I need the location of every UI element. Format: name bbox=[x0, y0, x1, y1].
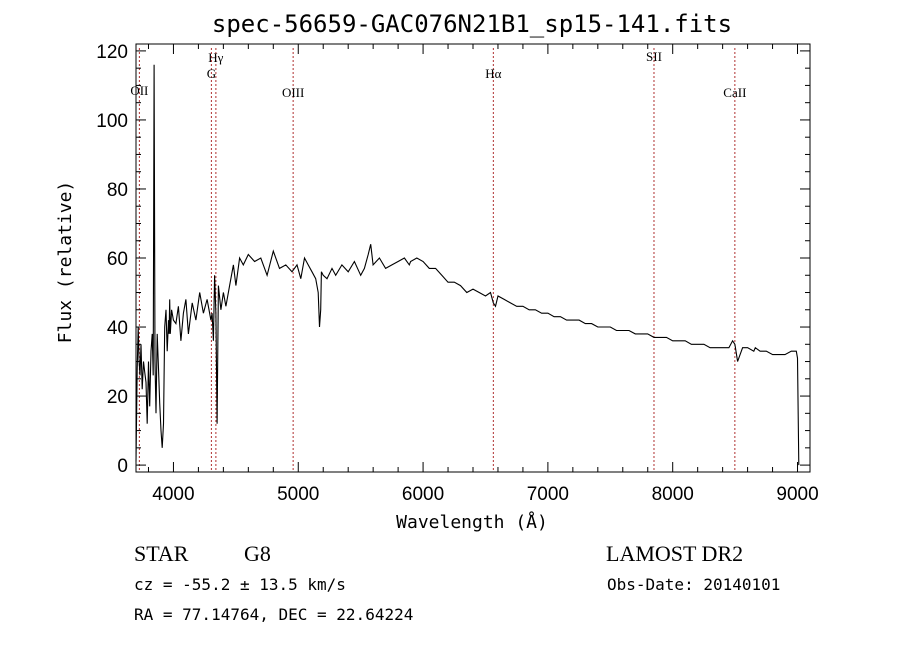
x-tick-label-0: 4000 bbox=[152, 484, 194, 505]
chart-title: spec-56659-GAC076N21B1_sp15-141.fits bbox=[212, 10, 732, 38]
object-subclass: G8 bbox=[244, 541, 271, 566]
line-label-5: SII bbox=[646, 49, 662, 64]
line-label-1: Hγ bbox=[208, 50, 223, 65]
line-label-2: G bbox=[207, 66, 216, 81]
y-tick-label-1: 20 bbox=[107, 387, 128, 408]
line-label-4: Hα bbox=[485, 66, 501, 81]
spectrum-line-0 bbox=[135, 64, 800, 466]
object-class: STAR bbox=[134, 541, 189, 566]
spectrum-series bbox=[135, 64, 800, 466]
plot-frame bbox=[135, 43, 811, 473]
y-tick-label-2: 40 bbox=[107, 318, 128, 339]
x-tick-label-2: 6000 bbox=[402, 484, 444, 505]
line-label-0: OII bbox=[130, 83, 148, 98]
x-axis: 4000 5000 6000 7000 8000 9000 bbox=[147, 44, 819, 505]
coordinates-text: RA = 77.14764, DEC = 22.64224 bbox=[134, 605, 413, 624]
y-axis: 0 20 40 60 80 100 120 bbox=[96, 42, 810, 477]
y-tick-label-0: 0 bbox=[117, 456, 128, 477]
obs-date-text: Obs-Date: 20140101 bbox=[607, 575, 780, 594]
line-label-3: OIII bbox=[282, 85, 304, 100]
x-tick-label-4: 8000 bbox=[652, 484, 694, 505]
x-tick-label-3: 7000 bbox=[527, 484, 569, 505]
y-axis-label: Flux (relative) bbox=[55, 181, 76, 344]
y-tick-label-3: 60 bbox=[107, 249, 128, 270]
y-tick-label-6: 120 bbox=[96, 42, 128, 63]
x-tick-label-5: 9000 bbox=[776, 484, 818, 505]
y-tick-label-5: 100 bbox=[96, 111, 128, 132]
redshift-text: cz = -55.2 ± 13.5 km/s bbox=[134, 575, 346, 594]
survey-name: LAMOST DR2 bbox=[606, 541, 743, 566]
y-tick-label-4: 80 bbox=[107, 180, 128, 201]
x-axis-label: Wavelength (Å) bbox=[396, 511, 548, 533]
spectral-line-markers: OII HγG OIII Hα SII CaII bbox=[130, 48, 746, 472]
x-tick-label-1: 5000 bbox=[277, 484, 319, 505]
line-label-6: CaII bbox=[723, 85, 746, 100]
